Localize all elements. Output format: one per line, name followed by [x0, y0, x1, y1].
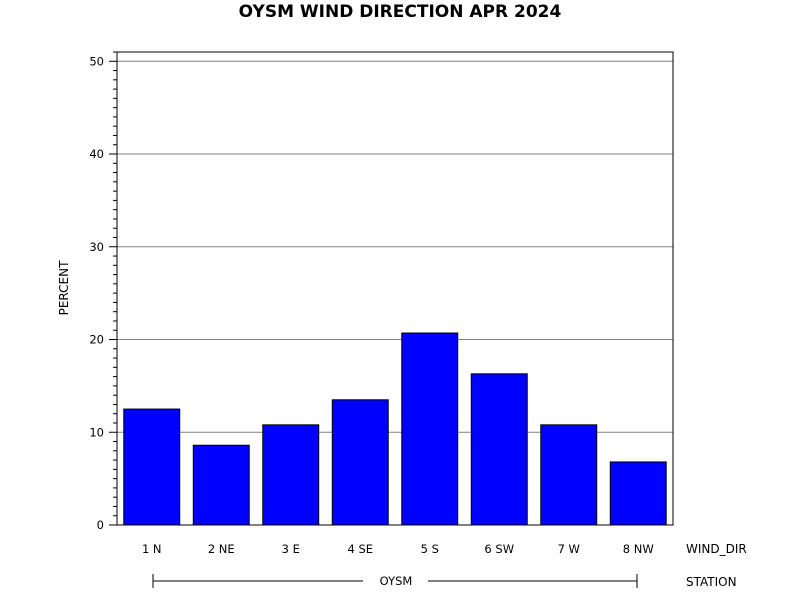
station-axis-label: STATION: [686, 575, 737, 589]
gridlines: [117, 60, 673, 433]
bars: [123, 332, 667, 526]
x-tick-label: 2 NE: [208, 542, 235, 556]
bar-4: [331, 399, 389, 526]
x-tick-label: 4 SE: [347, 542, 373, 556]
y-axis-label: PERCENT: [57, 260, 71, 315]
station-group-bracket: OYSM: [152, 574, 638, 588]
x-tick-label: 5 S: [421, 542, 439, 556]
x-axis-label: WIND_DIR: [686, 542, 747, 556]
x-axis: 1 N 2 NE 3 E 4 SE 5 S 6 SW 7 W 8 NW: [142, 542, 654, 556]
station-group-label: OYSM: [380, 574, 413, 588]
x-tick-label: 8 NW: [623, 542, 654, 556]
y-tick-label: 40: [89, 147, 104, 161]
y-tick-label: 10: [89, 425, 104, 439]
y-tick-label: 30: [89, 240, 104, 254]
y-tick-label: 0: [97, 518, 104, 532]
chart-title: OYSM WIND DIRECTION APR 2024: [239, 2, 562, 22]
y-tick-label: 20: [89, 333, 104, 347]
bar-7: [540, 424, 598, 526]
bar-5: [401, 332, 459, 526]
y-axis: 0 10 20 30 40 50: [89, 51, 117, 532]
bar-3: [262, 424, 320, 526]
bar-2: [192, 444, 250, 526]
x-tick-label: 1 N: [142, 542, 162, 556]
y-tick-label: 50: [89, 54, 104, 68]
x-tick-label: 6 SW: [484, 542, 514, 556]
plot-frame: [116, 51, 674, 526]
x-tick-label: 7 W: [558, 542, 580, 556]
bar-8: [609, 461, 667, 526]
x-tick-label: 3 E: [282, 542, 300, 556]
bar-6: [470, 373, 528, 526]
bar-1: [123, 408, 181, 526]
